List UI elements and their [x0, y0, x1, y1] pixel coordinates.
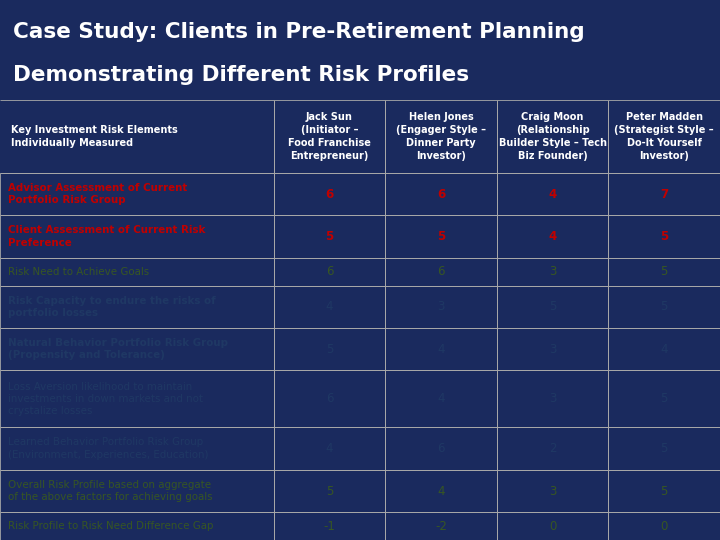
- Text: 5: 5: [325, 343, 333, 356]
- Text: 3: 3: [549, 393, 557, 406]
- Text: 4: 4: [437, 393, 445, 406]
- Text: Demonstrating Different Risk Profiles: Demonstrating Different Risk Profiles: [13, 65, 469, 85]
- Text: 4: 4: [549, 230, 557, 243]
- Text: -1: -1: [323, 519, 336, 532]
- Text: 4: 4: [437, 343, 445, 356]
- Text: 5: 5: [660, 230, 668, 243]
- Text: 4: 4: [437, 484, 445, 497]
- Text: Loss Aversion likelihood to maintain
investments in down markets and not
crystal: Loss Aversion likelihood to maintain inv…: [8, 381, 203, 416]
- Text: 6: 6: [325, 265, 333, 278]
- Text: 0: 0: [660, 519, 668, 532]
- Text: Risk Need to Achieve Goals: Risk Need to Achieve Goals: [8, 267, 149, 276]
- Text: 5: 5: [660, 484, 668, 497]
- Text: -2: -2: [435, 519, 447, 532]
- Text: 3: 3: [549, 343, 557, 356]
- Text: Overall Risk Profile based on aggregate
of the above factors for achieving goals: Overall Risk Profile based on aggregate …: [8, 480, 212, 502]
- Text: 0: 0: [549, 519, 557, 532]
- Text: Jack Sun
(Initiator –
Food Franchise
Entrepreneur): Jack Sun (Initiator – Food Franchise Ent…: [288, 112, 371, 161]
- Text: 4: 4: [660, 343, 668, 356]
- Text: Client Assessment of Current Risk
Preference: Client Assessment of Current Risk Prefer…: [8, 225, 206, 248]
- Text: Peter Madden
(Strategist Style –
Do-It Yourself
Investor): Peter Madden (Strategist Style – Do-It Y…: [614, 112, 714, 161]
- Text: 6: 6: [325, 393, 333, 406]
- Text: 3: 3: [437, 300, 445, 313]
- Text: 6: 6: [437, 442, 445, 455]
- Text: 6: 6: [437, 265, 445, 278]
- Text: 2: 2: [549, 442, 557, 455]
- Text: 4: 4: [325, 442, 333, 455]
- Text: 3: 3: [549, 484, 557, 497]
- Text: Natural Behavior Portfolio Risk Group
(Propensity and Tolerance): Natural Behavior Portfolio Risk Group (P…: [8, 338, 228, 360]
- Text: Learned Behavior Portfolio Risk Group
(Environment, Experiences, Education): Learned Behavior Portfolio Risk Group (E…: [8, 437, 209, 460]
- Text: 5: 5: [660, 300, 668, 313]
- Text: Key Investment Risk Elements
Individually Measured: Key Investment Risk Elements Individuall…: [11, 125, 178, 148]
- Text: Craig Moon
(Relationship
Builder Style – Tech
Biz Founder): Craig Moon (Relationship Builder Style –…: [499, 112, 607, 161]
- Text: 6: 6: [325, 188, 333, 201]
- Text: 5: 5: [325, 230, 333, 243]
- Text: 5: 5: [437, 230, 445, 243]
- Text: Risk Capacity to endure the risks of
portfolio losses: Risk Capacity to endure the risks of por…: [8, 295, 216, 318]
- Text: 6: 6: [437, 188, 445, 201]
- Text: Helen Jones
(Engager Style –
Dinner Party
Investor): Helen Jones (Engager Style – Dinner Part…: [396, 112, 486, 161]
- Text: 7: 7: [660, 188, 668, 201]
- Text: 5: 5: [660, 265, 668, 278]
- Text: 4: 4: [549, 188, 557, 201]
- Text: 4: 4: [325, 300, 333, 313]
- Text: 5: 5: [660, 442, 668, 455]
- Text: 3: 3: [549, 265, 557, 278]
- Text: Advisor Assessment of Current
Portfolio Risk Group: Advisor Assessment of Current Portfolio …: [8, 183, 187, 205]
- Text: 5: 5: [549, 300, 557, 313]
- Text: Case Study: Clients in Pre-Retirement Planning: Case Study: Clients in Pre-Retirement Pl…: [13, 22, 585, 42]
- Text: Risk Profile to Risk Need Difference Gap: Risk Profile to Risk Need Difference Gap: [8, 521, 214, 531]
- Text: 5: 5: [325, 484, 333, 497]
- Text: 5: 5: [660, 393, 668, 406]
